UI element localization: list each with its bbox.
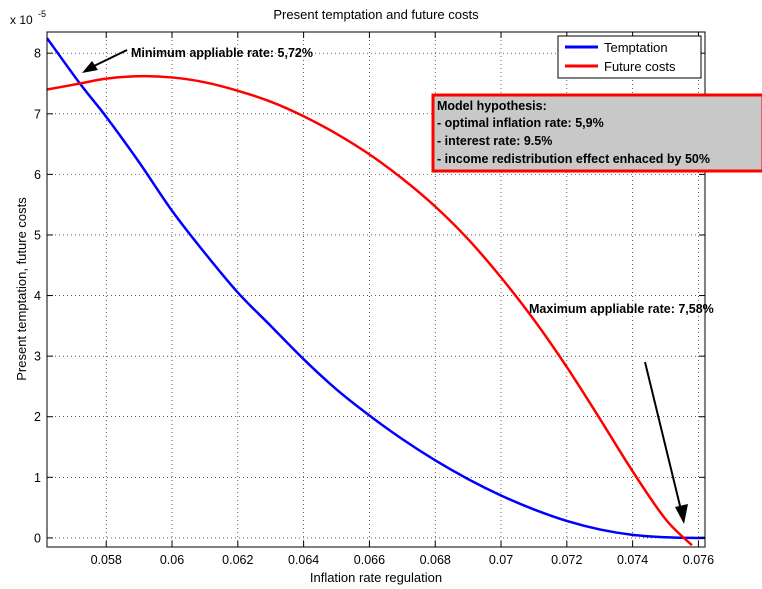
hypothesis-box: Model hypothesis: - optimal inflation ra…	[431, 93, 762, 173]
y-tick-label: 1	[34, 471, 41, 485]
legend-label-temptation: Temptation	[604, 40, 668, 55]
x-tick-label: 0.06	[160, 553, 184, 567]
x-tick-label: 0.062	[222, 553, 253, 567]
legend-label-future-costs: Future costs	[604, 59, 676, 74]
x-tick-label: 0.076	[683, 553, 714, 567]
y-axis-label: Present temptation, future costs	[14, 197, 29, 381]
x-tick-label: 0.068	[420, 553, 451, 567]
hypothesis-line: - income redistribution effect enhaced b…	[437, 152, 710, 166]
x-tick-label: 0.058	[91, 553, 122, 567]
annotation-min-rate: Minimum appliable rate: 5,72%	[131, 46, 313, 60]
x-tick-label: 0.066	[354, 553, 385, 567]
series-line-temptation	[47, 37, 705, 540]
max-rate-arrow	[644, 361, 688, 524]
plot-area-frame	[46, 31, 706, 548]
y-tick-label: 7	[34, 107, 41, 121]
y-tick-label: 3	[34, 350, 41, 364]
hypothesis-box-frame	[431, 93, 762, 173]
y-tick-label: 4	[34, 289, 41, 303]
min-rate-arrow	[82, 49, 128, 73]
legend-box	[557, 35, 702, 79]
y-tick-label: 0	[34, 531, 41, 545]
y-tick-label: 5	[34, 228, 41, 242]
legend: Temptation Future costs	[557, 35, 702, 79]
x-tick-label: 0.064	[288, 553, 319, 567]
y-tick-label: 6	[34, 168, 41, 182]
y-exponent-power: -5	[38, 9, 46, 19]
x-tick-label: 0.072	[551, 553, 582, 567]
hypothesis-line: - optimal inflation rate: 5,9%	[437, 116, 604, 130]
y-axis-ticks: 0 1 2 3 4 5 6 7 8	[34, 47, 705, 545]
y-tick-label: 8	[34, 47, 41, 61]
series-line-future-costs	[47, 74, 693, 547]
y-exponent-label: x 10	[10, 13, 33, 27]
y-tick-label: 2	[34, 410, 41, 424]
x-axis-label: Inflation rate regulation	[310, 570, 442, 585]
x-tick-label: 0.07	[489, 553, 513, 567]
hypothesis-title: Model hypothesis:	[437, 99, 547, 113]
annotation-max-rate: Maximum appliable rate: 7,58%	[529, 302, 714, 316]
hypothesis-line: - interest rate: 9.5%	[437, 134, 552, 148]
x-tick-label: 0.074	[617, 553, 648, 567]
x-axis-ticks: 0.058 0.06 0.062 0.064 0.066 0.068 0.07 0.072 0.…	[91, 32, 714, 567]
chart-title: Present temptation and future costs	[273, 7, 479, 22]
series-layer	[47, 37, 705, 547]
